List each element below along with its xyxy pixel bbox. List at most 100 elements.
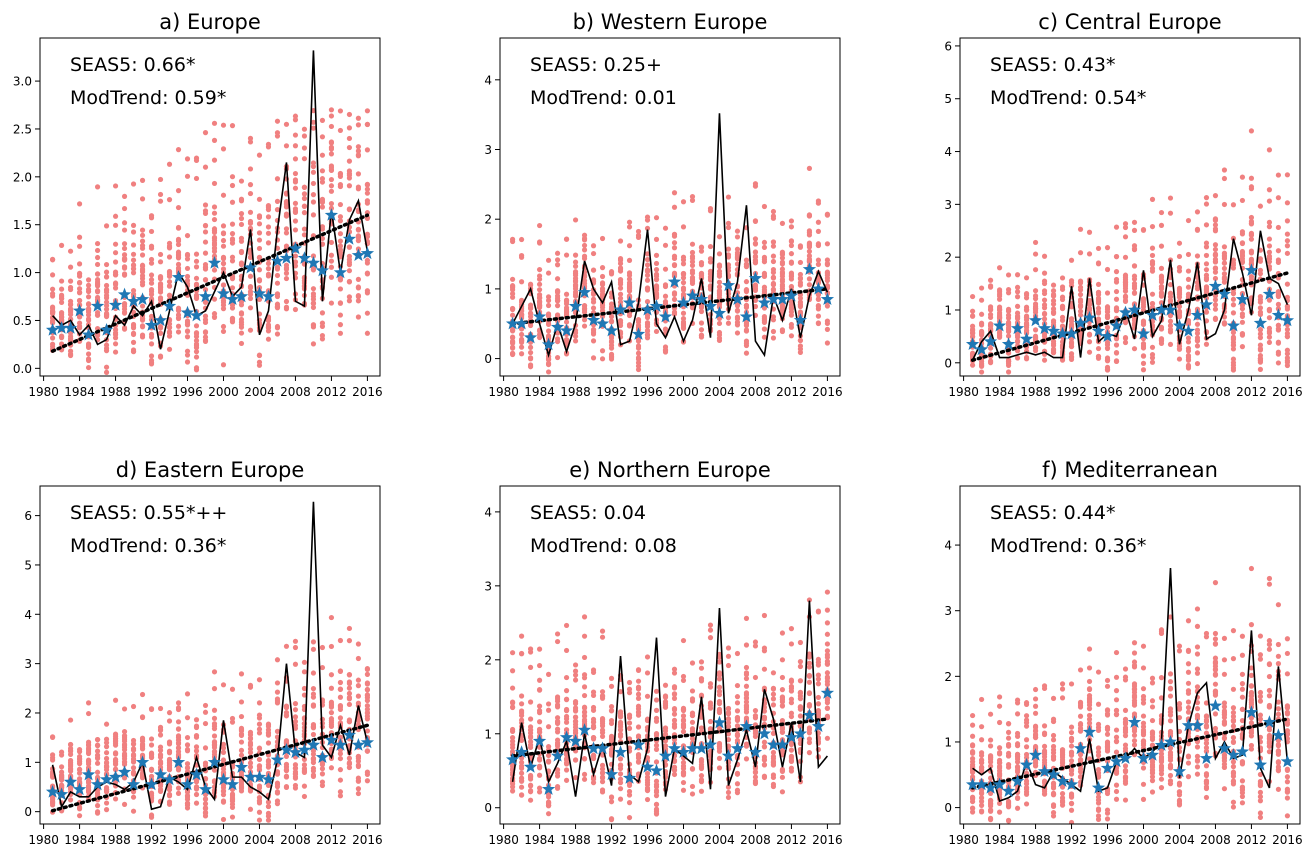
subplot-title: b) Western Europe <box>573 10 768 34</box>
ensemble-mean-star <box>162 299 177 312</box>
ensemble-member-dot <box>319 204 326 210</box>
ensemble-member-dot <box>319 336 326 342</box>
ensemble-member-dot <box>238 311 245 317</box>
ensemble-member-dot <box>1158 209 1165 216</box>
ensemble-member-dot <box>572 757 579 763</box>
ensemble-member-dot <box>527 649 534 655</box>
ensemble-member-dot <box>283 783 290 790</box>
ensemble-member-dot <box>247 291 254 298</box>
ensemble-member-dot <box>527 322 534 329</box>
ensemble-member-dot <box>527 356 534 362</box>
ensemble-member-dot <box>1266 224 1273 230</box>
ensemble-member-dot <box>301 692 308 698</box>
ensemble-member-dot <box>824 318 831 324</box>
ensemble-member-dot <box>139 774 146 780</box>
ensemble-member-dot <box>581 633 588 639</box>
ensemble-member-dot <box>581 705 588 711</box>
ensemble-member-dot <box>572 272 579 278</box>
ensemble-member-dot <box>1041 302 1048 308</box>
ensemble-member-dot <box>743 340 750 346</box>
ensemble-member-dot <box>364 260 371 266</box>
ensemble-member-dot <box>1176 253 1183 260</box>
ensemble-member-dot <box>1077 250 1084 256</box>
ensemble-member-dot <box>563 308 570 315</box>
ensemble-mean-star <box>631 327 646 340</box>
ensemble-member-dot <box>1032 267 1039 273</box>
ensemble-member-dot <box>1239 174 1246 180</box>
ensemble-member-dot <box>617 763 624 769</box>
ensemble-member-dot <box>572 774 579 781</box>
ensemble-mean-star <box>153 313 168 327</box>
ensemble-member-dot <box>680 677 687 684</box>
x-tick-label: 1980 <box>948 385 979 399</box>
ensemble-member-dot <box>545 671 552 677</box>
ensemble-member-dot <box>85 286 92 293</box>
ensemble-member-dot <box>761 203 768 210</box>
ensemble-member-dot <box>211 157 218 163</box>
ensemble-member-dot <box>1158 290 1165 296</box>
ensemble-member-dot <box>355 115 362 121</box>
ensemble-members <box>509 165 831 375</box>
ensemble-member-dot <box>1185 268 1192 274</box>
ensemble-mean-star <box>1010 321 1025 335</box>
ensemble-member-dot <box>103 721 110 727</box>
ensemble-member-dot <box>166 710 173 716</box>
ensemble-member-dot <box>806 228 813 234</box>
ensemble-member-dot <box>572 269 579 275</box>
x-tick-label: 1996 <box>1092 385 1123 399</box>
ensemble-member-dot <box>184 273 191 280</box>
ensemble-member-dot <box>1266 339 1273 346</box>
ensemble-member-dot <box>1077 302 1084 308</box>
ensemble-member-dot <box>581 247 588 253</box>
ensemble-member-dot <box>815 219 822 225</box>
ensemble-member-dot <box>545 312 552 318</box>
ensemble-member-dot <box>85 341 92 347</box>
ensemble-member-dot <box>121 801 128 807</box>
ensemble-member-dot <box>1068 316 1075 322</box>
ensemble-member-dot <box>599 273 606 280</box>
ensemble-member-dot <box>211 767 218 773</box>
ensemble-member-dot <box>536 294 543 300</box>
ensemble-member-dot <box>716 262 723 268</box>
ensemble-member-dot <box>157 251 164 258</box>
ensemble-member-dot <box>1014 339 1021 345</box>
ensemble-mean-star <box>90 777 105 791</box>
ensemble-member-dot <box>274 198 281 204</box>
ensemble-member-dot <box>49 306 56 312</box>
ensemble-member-dot <box>364 330 371 336</box>
ensemble-member-dot <box>1113 224 1120 230</box>
ensemble-member-dot <box>680 310 687 316</box>
ensemble-mean-star <box>1136 326 1151 340</box>
ensemble-member-dot <box>545 758 552 764</box>
ensemble-member-dot <box>238 752 245 758</box>
ensemble-member-dot <box>635 319 642 325</box>
ensemble-member-dot <box>662 693 669 699</box>
ensemble-member-dot <box>671 190 678 196</box>
ensemble-member-dot <box>229 814 236 820</box>
ensemble-member-dot <box>346 755 353 761</box>
ensemble-member-dot <box>545 328 552 334</box>
ensemble-member-dot <box>112 736 119 742</box>
ensemble-member-dot <box>346 298 353 304</box>
ensemble-member-dot <box>779 266 786 272</box>
ensemble-member-dot <box>1140 318 1147 324</box>
ensemble-member-dot <box>671 711 678 717</box>
ensemble-member-dot <box>112 341 119 347</box>
y-tick-label: 2 <box>944 251 952 265</box>
ensemble-member-dot <box>1014 289 1021 295</box>
ensemble-member-dot <box>355 276 362 282</box>
ensemble-member-dot <box>346 259 353 265</box>
ensemble-member-dot <box>337 214 344 220</box>
ensemble-member-dot <box>590 291 597 297</box>
ensemble-member-dot <box>1131 346 1138 352</box>
ensemble-member-dot <box>85 277 92 283</box>
ensemble-member-dot <box>1149 196 1156 202</box>
ensemble-member-dot <box>148 260 155 266</box>
ensemble-member-dot <box>364 190 371 196</box>
ensemble-member-dot <box>969 308 976 314</box>
ensemble-member-dot <box>1284 294 1291 300</box>
ensemble-member-dot <box>166 245 173 251</box>
ensemble-member-dot <box>202 264 209 270</box>
ensemble-member-dot <box>590 780 597 786</box>
ensemble-member-dot <box>509 700 516 706</box>
